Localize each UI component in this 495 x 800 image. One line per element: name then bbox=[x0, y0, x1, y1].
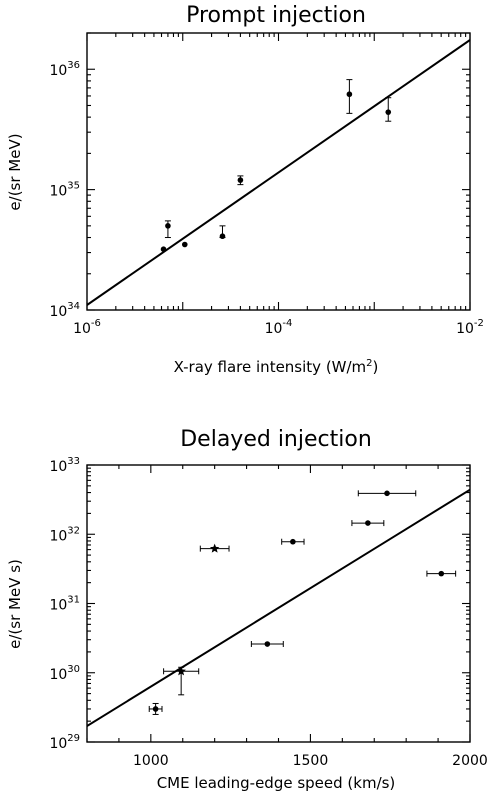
circle-marker bbox=[160, 246, 167, 252]
x-tick-label: 10-4 bbox=[265, 318, 293, 337]
plot-area bbox=[87, 39, 470, 306]
circle-marker bbox=[385, 109, 392, 115]
x-axis-label-close: ) bbox=[373, 358, 379, 376]
circle-marker bbox=[165, 223, 171, 229]
plot-frame bbox=[86, 464, 471, 743]
y-tick-label: 1033 bbox=[49, 456, 80, 475]
circle-marker bbox=[365, 520, 371, 526]
y-axis-ticks: 1029 1030 1031 1032 1033 bbox=[49, 456, 470, 752]
data-point bbox=[148, 702, 163, 715]
y-axis-label: e/(sr MeV) bbox=[6, 133, 24, 210]
x-axis-label: CME leading-edge speed (km/s) bbox=[157, 774, 396, 792]
circle-marker bbox=[219, 233, 226, 240]
x-tick-label: 10-6 bbox=[73, 318, 101, 337]
data-point bbox=[281, 538, 305, 545]
data-point bbox=[357, 490, 417, 497]
data-point bbox=[237, 175, 244, 186]
data-point bbox=[385, 97, 392, 122]
x-axis-label-superscript: 2 bbox=[366, 358, 372, 369]
circle-marker bbox=[290, 538, 296, 545]
circle-marker bbox=[438, 570, 445, 577]
data-point bbox=[163, 666, 200, 696]
data-point bbox=[346, 79, 353, 114]
x-axis-label-text: X-ray flare intensity (W/m bbox=[174, 358, 367, 376]
fit-line bbox=[87, 488, 470, 727]
y-axis-label: e/(sr MeV s) bbox=[6, 559, 24, 649]
circle-marker bbox=[152, 706, 159, 712]
data-point bbox=[426, 570, 457, 577]
data-point bbox=[250, 641, 284, 648]
fit-line bbox=[87, 39, 470, 306]
y-tick-label: 1029 bbox=[49, 733, 80, 752]
y-tick-label: 1032 bbox=[49, 525, 80, 544]
x-tick-label: 1000 bbox=[133, 753, 169, 769]
y-axis-ticks: 1034 1035 1036 bbox=[49, 32, 470, 320]
y-tick-label: 1030 bbox=[49, 664, 80, 683]
data-point bbox=[351, 520, 385, 527]
chart-delayed-injection: Delayed injection 1000 1500 2000 102910301… bbox=[6, 427, 488, 792]
y-tick-label: 1035 bbox=[49, 181, 80, 200]
data-point bbox=[164, 220, 171, 239]
x-axis-label: X-ray flare intensity (W/m2) bbox=[174, 358, 379, 376]
x-tick-label: 1500 bbox=[293, 753, 329, 769]
star-marker bbox=[209, 543, 220, 553]
data-point bbox=[160, 246, 167, 252]
data-point bbox=[181, 241, 188, 248]
circle-marker bbox=[237, 177, 244, 183]
y-tick-label: 1034 bbox=[49, 301, 80, 320]
x-axis-ticks: 10-6 10-4 10-2 bbox=[73, 33, 484, 337]
chart-title: Delayed injection bbox=[180, 427, 372, 452]
circle-marker bbox=[264, 641, 271, 647]
chart-title: Prompt injection bbox=[186, 3, 366, 28]
plot-area bbox=[87, 488, 470, 727]
x-tick-label: 10-2 bbox=[456, 318, 484, 337]
y-tick-label: 1031 bbox=[49, 595, 80, 614]
star-marker bbox=[176, 666, 186, 676]
circle-marker bbox=[346, 91, 353, 98]
x-axis-ticks: 1000 1500 2000 bbox=[86, 465, 488, 769]
chart-prompt-injection: Prompt injection 10-6 10-4 10-2 1034103510… bbox=[6, 3, 484, 376]
data-point bbox=[199, 543, 230, 553]
data-point bbox=[219, 225, 226, 240]
x-tick-label: 2000 bbox=[452, 753, 488, 769]
circle-marker bbox=[181, 241, 188, 248]
y-tick-label: 1036 bbox=[49, 60, 80, 79]
circle-marker bbox=[384, 490, 390, 497]
